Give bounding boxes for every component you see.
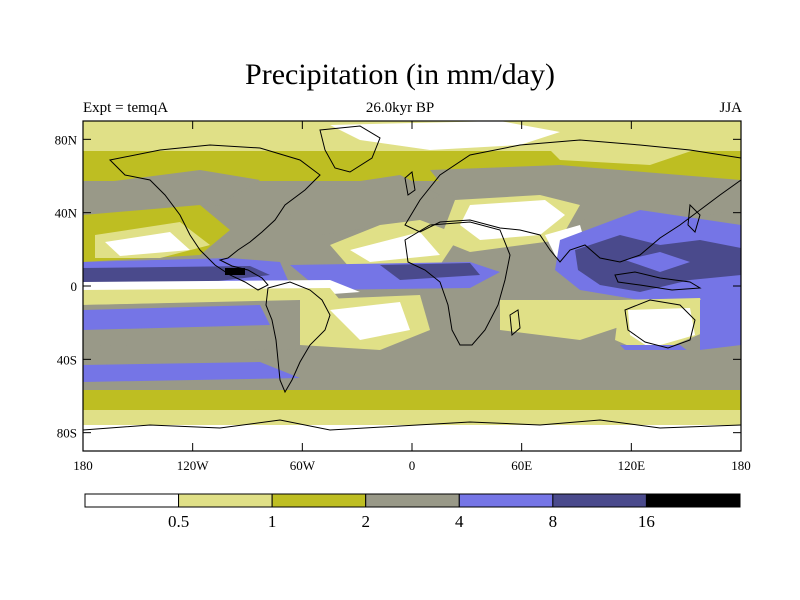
field-satl-white <box>330 302 410 340</box>
colorbar-box-0 <box>84 493 180 508</box>
field-sahara-white <box>460 200 565 240</box>
colorbar-box-5 <box>552 493 647 508</box>
field-natl-white <box>350 232 440 262</box>
colorbar-label-0: 0.5 <box>168 512 189 531</box>
field-spcz-blue <box>83 305 270 330</box>
lat-tick-label-0: 80N <box>55 132 78 147</box>
colorbar-label-3: 4 <box>455 512 464 531</box>
coast-uk <box>404 171 416 196</box>
precipitation-field <box>83 121 741 451</box>
colorbar: 0.5 1 2 4 8 16 <box>84 493 741 531</box>
lat-tick-label-2: 0 <box>71 279 78 294</box>
coastlines <box>83 125 741 431</box>
coast-madagascar <box>509 309 521 337</box>
colorbar-box-4 <box>458 493 554 508</box>
coast-south-america <box>265 281 331 394</box>
field-npacific-gray <box>83 170 260 215</box>
colorbar-box-1 <box>178 493 273 508</box>
colorbar-label-2: 2 <box>361 512 370 531</box>
lon-tick-label-1: 120W <box>177 458 210 473</box>
colorbar-label-5: 16 <box>638 512 655 531</box>
coast-africa <box>404 221 511 346</box>
field-arctic-white <box>330 121 560 150</box>
experiment-label: Expt = temqA <box>83 100 169 116</box>
lon-tick-label-0: 180 <box>73 458 93 473</box>
colorbar-label-4: 8 <box>549 512 558 531</box>
coast-north-america <box>108 144 321 291</box>
colorbar-box-3 <box>365 493 460 508</box>
field-southern-blue <box>83 362 300 382</box>
coast-japan <box>687 203 701 233</box>
map-axes: 180 120W 60W 0 60E 120E 180 80N 40N 0 40S 80S <box>55 121 751 473</box>
coast-eurasia <box>404 139 741 263</box>
field-monsoon-inner <box>625 252 690 272</box>
coast-antarctica <box>83 419 741 431</box>
field-swpacific-blue <box>700 300 741 350</box>
lon-tick-label-4: 60E <box>511 458 532 473</box>
lon-tick-label-6: 180 <box>731 458 751 473</box>
time-label: 26.0kyr BP <box>365 100 435 116</box>
field-sindian-light <box>500 300 640 340</box>
field-npacific-white <box>105 232 190 256</box>
lat-tick-label-1: 40N <box>55 206 78 221</box>
lon-tick-label-5: 120E <box>618 458 646 473</box>
colorbar-box-2 <box>271 493 367 508</box>
lon-tick-label-3: 0 <box>409 458 416 473</box>
field-eurasia-gray <box>430 165 741 225</box>
field-siberia-light <box>540 135 700 165</box>
colorbar-box-6 <box>645 493 741 508</box>
field-australia-white <box>628 308 695 348</box>
coast-indonesia <box>614 271 702 291</box>
field-antarctic-olive <box>83 390 741 410</box>
season-label: JJA <box>719 100 742 116</box>
coast-australia <box>624 299 696 349</box>
lat-tick-label-4: 80S <box>57 426 77 441</box>
field-antarctic-light <box>83 410 741 425</box>
field-itcz-max <box>225 268 245 275</box>
field-natlantic-gray <box>290 175 440 235</box>
colorbar-label-1: 1 <box>268 512 277 531</box>
lon-tick-label-2: 60W <box>290 458 316 473</box>
coast-greenland <box>319 125 381 173</box>
field-itcz-atlantic-dark <box>380 263 480 280</box>
lat-tick-label-3: 40S <box>57 352 77 367</box>
map-title: Precipitation (in mm/day) <box>245 58 555 91</box>
